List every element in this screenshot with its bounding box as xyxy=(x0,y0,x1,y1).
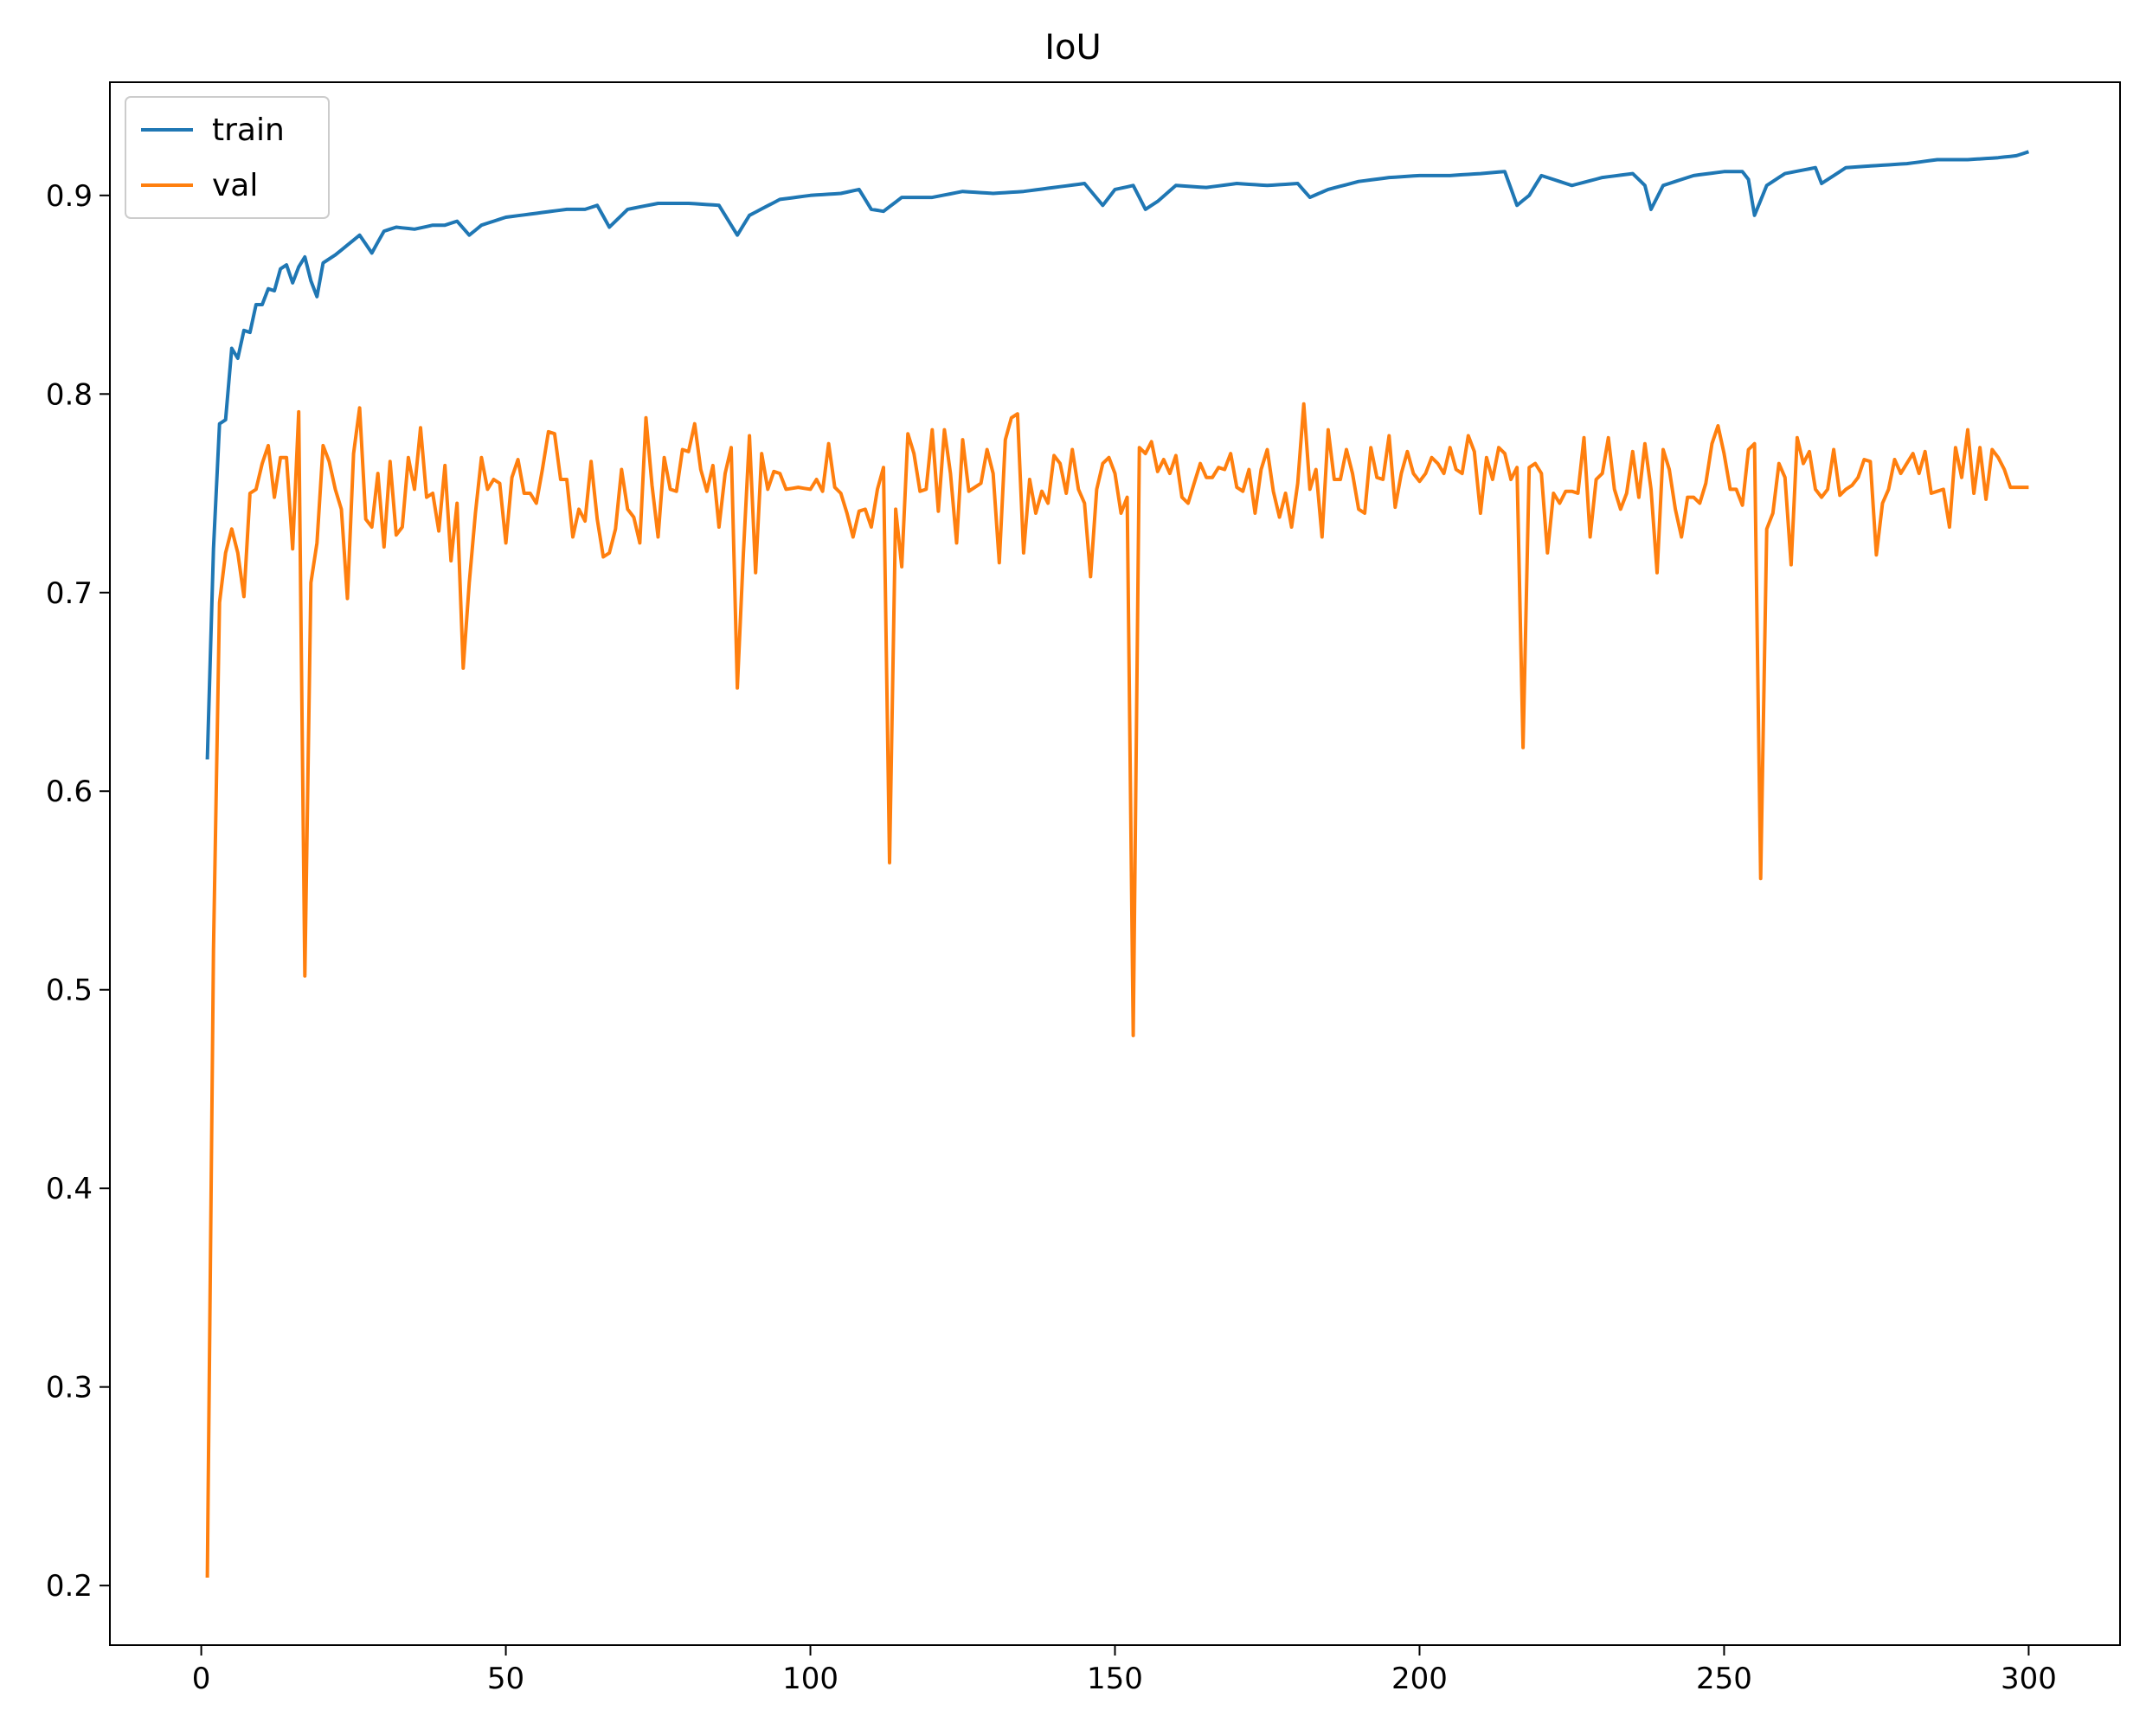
y-tick-label: 0.6 xyxy=(46,775,93,809)
y-tick-label: 0.4 xyxy=(46,1172,93,1206)
legend: train val xyxy=(125,96,330,219)
x-tick-label: 50 xyxy=(487,1662,524,1696)
x-tick-label: 0 xyxy=(192,1662,211,1696)
x-tick-label: 200 xyxy=(1391,1662,1448,1696)
legend-label-train: train xyxy=(212,113,285,148)
series-line-train xyxy=(205,150,2030,760)
y-tick-label: 0.2 xyxy=(46,1569,93,1604)
series-line-val xyxy=(205,402,2029,1578)
x-tick-label: 150 xyxy=(1087,1662,1143,1696)
axes-layer: 0 50 100 150 200 250 300 0.2 0.3 0.4 0.5 0.6 0.7 0.8 0… xyxy=(46,179,2057,1696)
x-tick-label: 250 xyxy=(1696,1662,1752,1696)
series-layer xyxy=(205,150,2030,1578)
legend-label-val: val xyxy=(212,168,258,203)
x-tick-label: 300 xyxy=(2001,1662,2057,1696)
y-tick-label: 0.5 xyxy=(46,974,93,1008)
y-tick-label: 0.9 xyxy=(46,179,93,214)
chart-title: IoU xyxy=(1044,28,1102,68)
y-tick-label: 0.3 xyxy=(46,1371,93,1405)
legend-box xyxy=(125,96,330,219)
y-tick-label: 0.8 xyxy=(46,377,93,412)
y-tick-label: 0.7 xyxy=(46,576,93,611)
x-tick-label: 100 xyxy=(782,1662,838,1696)
